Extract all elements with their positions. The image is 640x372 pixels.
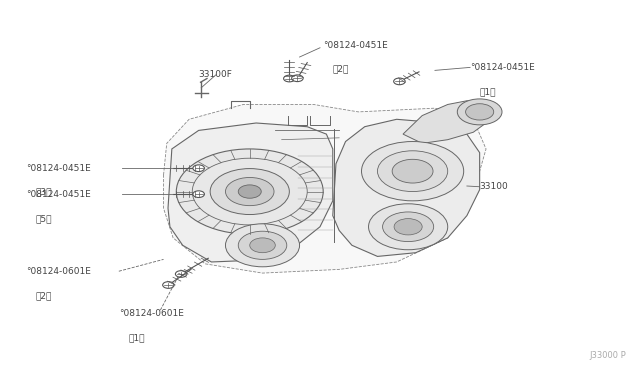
- Text: （3）: （3）: [36, 188, 52, 197]
- Circle shape: [392, 159, 433, 183]
- Circle shape: [362, 141, 464, 201]
- Text: （1）: （1）: [129, 333, 145, 343]
- Circle shape: [394, 219, 422, 235]
- Circle shape: [163, 282, 174, 288]
- Circle shape: [292, 75, 303, 81]
- Circle shape: [225, 224, 300, 267]
- Polygon shape: [333, 119, 479, 256]
- Circle shape: [225, 177, 274, 206]
- Text: 33100: 33100: [479, 182, 508, 191]
- Text: 33100F: 33100F: [198, 70, 232, 79]
- Text: °08124-0451E: °08124-0451E: [26, 164, 91, 173]
- Circle shape: [284, 75, 295, 82]
- Circle shape: [238, 231, 287, 259]
- Circle shape: [383, 212, 434, 241]
- Polygon shape: [403, 101, 492, 143]
- Circle shape: [250, 238, 275, 253]
- Polygon shape: [164, 105, 486, 273]
- Text: （1）: （1）: [479, 87, 496, 96]
- Text: J33000 P: J33000 P: [590, 351, 627, 360]
- Text: （2）: （2）: [333, 65, 349, 74]
- Circle shape: [369, 204, 448, 250]
- Circle shape: [238, 185, 261, 198]
- Circle shape: [193, 165, 204, 171]
- Text: °08124-0451E: °08124-0451E: [26, 190, 91, 199]
- Circle shape: [210, 169, 289, 215]
- Text: °08124-0601E: °08124-0601E: [119, 310, 184, 318]
- Circle shape: [394, 78, 405, 85]
- Polygon shape: [168, 123, 333, 262]
- Text: °08124-0601E: °08124-0601E: [26, 267, 91, 276]
- Text: （5）: （5）: [36, 215, 52, 224]
- Text: °08124-0451E: °08124-0451E: [323, 41, 388, 50]
- Text: °08124-0451E: °08124-0451E: [470, 63, 535, 72]
- Circle shape: [175, 271, 187, 278]
- Circle shape: [458, 99, 502, 125]
- Circle shape: [378, 151, 448, 192]
- Circle shape: [176, 149, 323, 234]
- Text: （2）: （2）: [36, 291, 52, 300]
- Circle shape: [466, 104, 493, 120]
- Circle shape: [193, 191, 204, 198]
